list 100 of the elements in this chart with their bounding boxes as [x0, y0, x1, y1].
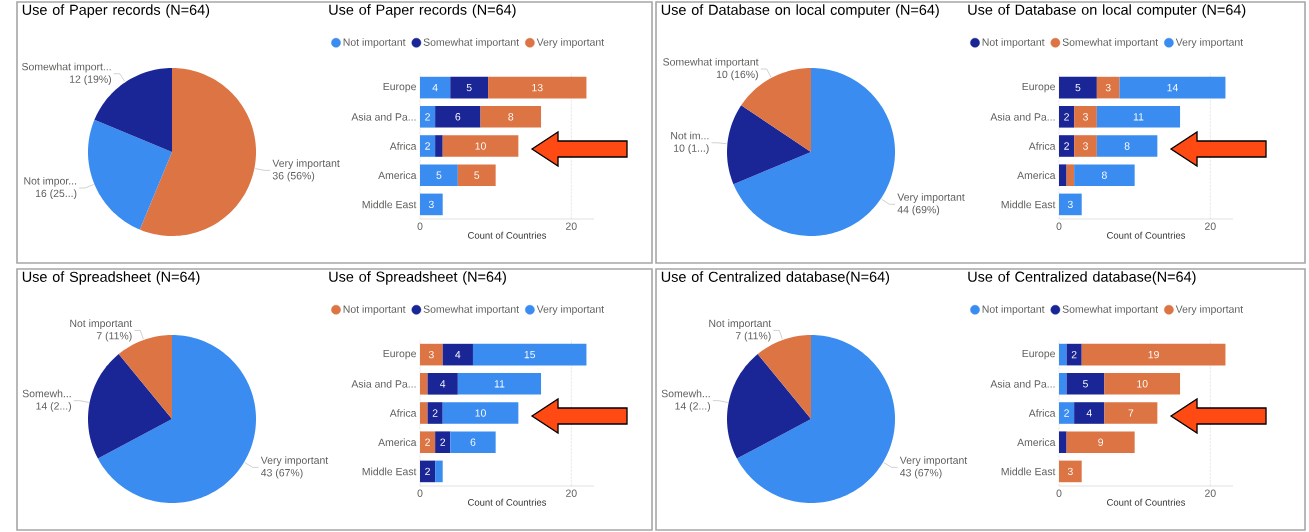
- y-tick-label: Middle East: [362, 200, 417, 209]
- bar: [420, 373, 428, 395]
- bar: [488, 76, 587, 99]
- data-label: 6: [470, 438, 476, 446]
- bar: [1074, 106, 1097, 128]
- chart-title: Use of Paper records (N=64): [329, 4, 516, 18]
- legend-label: Not important: [982, 38, 1045, 48]
- legend-label: Not important: [982, 305, 1045, 315]
- chart-title: Use of Centralized database(N=64): [968, 271, 1196, 285]
- data-label: 4: [455, 351, 461, 359]
- data-label: 15: [524, 350, 536, 359]
- y-tick-label: Asia and Pa...: [351, 379, 416, 388]
- data-label: 3: [428, 350, 434, 359]
- bar: [1059, 460, 1082, 483]
- y-tick-label: Africa: [1028, 142, 1056, 150]
- bar: [420, 431, 436, 454]
- slice-label: Not im...: [671, 131, 709, 140]
- bar: [1066, 343, 1082, 366]
- x-axis-title: Count of Countries: [468, 231, 547, 239]
- data-label: 2: [1064, 142, 1069, 150]
- legend-label: Somewhat important: [1062, 38, 1159, 48]
- data-label: 2: [425, 467, 430, 476]
- chart-title: Use of Spreadsheet (N=64): [22, 271, 200, 285]
- legend-label: Not important: [343, 38, 406, 48]
- data-label: 6: [455, 113, 461, 121]
- data-label: 2: [425, 142, 430, 150]
- bar: [1119, 76, 1226, 99]
- data-label: 11: [494, 380, 505, 388]
- data-label: 16 (25...): [35, 189, 77, 200]
- x-tick-label: 0: [417, 222, 423, 230]
- chart-title: Use of Spreadsheet (N=64): [329, 271, 506, 285]
- bar: [420, 135, 436, 157]
- data-label: 4: [432, 84, 438, 92]
- bar: [457, 164, 496, 187]
- data-label: 44 (69%): [897, 205, 940, 216]
- legend-label: Somewhat important: [423, 305, 519, 315]
- data-label: 2: [440, 438, 446, 446]
- slice-label: Not impor...: [24, 176, 77, 187]
- bar: [450, 431, 496, 454]
- bar: [450, 76, 489, 99]
- y-tick-label: America: [378, 438, 417, 447]
- slice-label: Very important: [899, 456, 968, 467]
- x-tick-label: 20: [1205, 222, 1216, 230]
- bar: [420, 193, 443, 216]
- bar: [1059, 373, 1067, 395]
- bar: [1059, 193, 1082, 216]
- x-axis-title: Count of Countries: [468, 498, 547, 506]
- data-label: 43 (67%): [261, 468, 303, 479]
- y-tick-label: Africa: [1028, 409, 1056, 417]
- data-label: 9: [1098, 438, 1104, 446]
- y-tick-label: Asia and Pa...: [990, 379, 1055, 388]
- legend-label: Very important: [536, 38, 605, 48]
- x-axis-title: Count of Countries: [1107, 498, 1186, 506]
- y-tick-label: Middle East: [1001, 467, 1056, 476]
- slice-label: Somewhat import...: [22, 62, 111, 73]
- x-tick-label: 0: [1056, 489, 1062, 497]
- bar: [1059, 76, 1097, 99]
- y-tick-label: Europe: [1022, 82, 1056, 93]
- bar: [1066, 373, 1105, 395]
- bar: [1059, 431, 1067, 454]
- legend-label: Very important: [1175, 305, 1244, 315]
- x-axis-title: Count of Countries: [1107, 231, 1186, 239]
- bar: [435, 431, 451, 454]
- data-label: 10: [475, 142, 486, 150]
- x-tick-label: 0: [1056, 222, 1062, 230]
- data-label: 12 (19%): [70, 75, 111, 85]
- bar: [1059, 106, 1075, 128]
- slice-label: Very important: [897, 193, 965, 203]
- legend-label: Very important: [536, 305, 605, 315]
- bar: [420, 343, 443, 366]
- data-label: 3: [1067, 467, 1073, 476]
- slice-label: Not important: [709, 319, 772, 330]
- bar: [427, 402, 443, 424]
- y-tick-label: Europe: [1022, 349, 1056, 360]
- data-label: 5: [1075, 83, 1081, 92]
- bar: [1081, 343, 1226, 366]
- y-tick-label: Europe: [383, 82, 417, 93]
- data-label: 2: [425, 113, 430, 121]
- bar: [457, 373, 542, 395]
- data-label: 10: [1137, 380, 1148, 388]
- data-label: 14: [1167, 84, 1178, 92]
- bar: [442, 402, 519, 424]
- bar: [420, 76, 451, 99]
- bar: [1074, 402, 1105, 424]
- y-tick-label: Africa: [389, 142, 417, 150]
- bar: [435, 460, 443, 483]
- data-label: 11: [1133, 113, 1144, 121]
- x-tick-label: 0: [417, 489, 423, 497]
- data-label: 2: [1064, 113, 1069, 121]
- data-label: 13: [532, 83, 543, 92]
- y-tick-label: America: [1017, 438, 1056, 447]
- data-label: 4: [440, 380, 446, 388]
- data-label: 5: [474, 171, 480, 179]
- bar: [1066, 164, 1075, 187]
- slice-label: Very important: [272, 159, 340, 170]
- bar: [427, 373, 458, 395]
- data-label: 4: [1086, 409, 1092, 417]
- data-label: 3: [1067, 200, 1073, 209]
- data-label: 3: [1082, 113, 1088, 121]
- x-tick-label: 20: [1205, 489, 1216, 497]
